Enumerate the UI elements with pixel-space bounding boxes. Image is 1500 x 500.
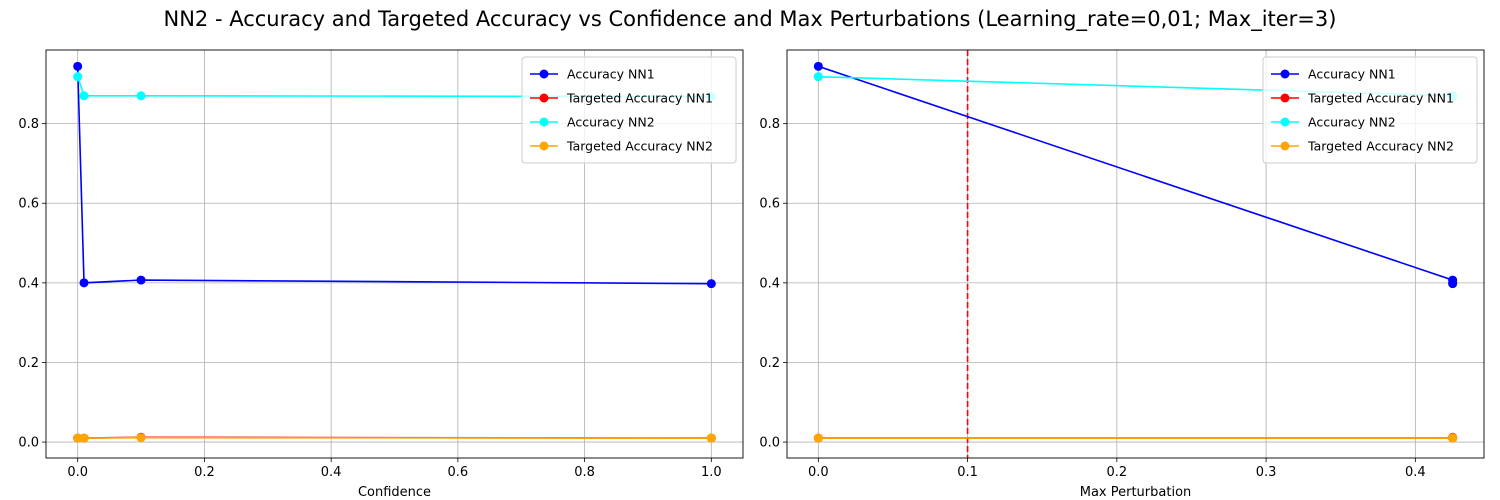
data-point [136, 91, 146, 101]
legend-label: Targeted Accuracy NN1 [1307, 91, 1454, 106]
legend: Accuracy NN1 Targeted Accuracy NN1 Accurac… [521, 56, 737, 164]
series-line-3 [76, 76, 712, 98]
x-axis-label: Max Perturbation [1080, 485, 1192, 500]
legend: Accuracy NN1 Targeted Accuracy NN1 Accurac… [1262, 56, 1478, 164]
data-point [79, 91, 89, 101]
x-tick-label: 0.6 [448, 465, 469, 480]
y-tick-label: 0.0 [759, 436, 780, 451]
x-axis-label: Confidence [358, 485, 431, 500]
subplot-2: 0.0 0.1 0.2 0.3 0.4 0.0 0.2 0.4 0.6 0.8 Max Pertur… [759, 49, 1485, 500]
data-point [706, 279, 716, 289]
y-tick-label: 0.6 [18, 197, 39, 212]
data-point [813, 72, 823, 82]
y-tick-label: 0.2 [18, 356, 39, 371]
data-point [79, 433, 89, 443]
legend-box [1262, 56, 1478, 164]
subplot-1: 0.0 0.2 0.4 0.6 0.8 1.0 0.0 0.2 0.4 0.6 0.8 Confide… [18, 49, 744, 500]
legend-label: Accuracy NN2 [1308, 115, 1396, 130]
x-tick-label: 1.0 [701, 465, 722, 480]
figure-title: NN2 - Accuracy and Targeted Accuracy vs … [164, 7, 1337, 32]
y-tick-label: 0.8 [18, 117, 39, 132]
legend-marker [1280, 141, 1290, 151]
data-point [73, 61, 83, 71]
legend-marker [1280, 69, 1290, 79]
x-tick-label: 0.0 [808, 465, 829, 480]
legend-marker [539, 93, 549, 103]
legend-label: Targeted Accuracy NN1 [566, 91, 713, 106]
data-point [1448, 279, 1458, 289]
legend-box [521, 56, 737, 164]
y-tick-label: 0.0 [18, 436, 39, 451]
legend-marker [1280, 93, 1290, 103]
legend-marker [539, 141, 549, 151]
legend-marker [539, 117, 549, 127]
y-tick-label: 0.2 [759, 356, 780, 371]
legend-label: Targeted Accuracy NN2 [1307, 139, 1454, 154]
data-point [1448, 433, 1458, 443]
data-point [73, 72, 83, 82]
data-point [136, 275, 146, 285]
legend-marker [539, 69, 549, 79]
x-tick-label: 0.8 [574, 465, 595, 480]
plots-container: 0.0 0.2 0.4 0.6 0.8 1.0 0.0 0.2 0.4 0.6 0.8 Confide… [18, 49, 1485, 500]
x-tick-label: 0.4 [1405, 465, 1426, 480]
data-point [706, 433, 716, 443]
series-line-1 [76, 66, 712, 285]
axes-frame [45, 49, 744, 459]
y-tick-label: 0.6 [759, 197, 780, 212]
legend-label: Targeted Accuracy NN2 [566, 139, 713, 154]
x-tick-label: 0.3 [1256, 465, 1277, 480]
y-tick-label: 0.4 [759, 276, 780, 291]
data-point [73, 433, 83, 443]
y-tick-label: 0.4 [18, 276, 39, 291]
data-point [79, 278, 89, 288]
y-tick-label: 0.8 [759, 117, 780, 132]
x-tick-label: 0.4 [321, 465, 342, 480]
x-tick-label: 0.2 [194, 465, 215, 480]
legend-label: Accuracy NN1 [1308, 67, 1396, 82]
data-point [136, 433, 146, 443]
data-point [813, 433, 823, 443]
x-tick-label: 0.0 [67, 465, 88, 480]
x-tick-label: 0.1 [957, 465, 978, 480]
legend-marker [1280, 117, 1290, 127]
data-point [813, 61, 823, 71]
legend-label: Accuracy NN1 [567, 67, 655, 82]
legend-label: Accuracy NN2 [567, 115, 655, 130]
axes-frame [786, 49, 1485, 459]
x-tick-label: 0.2 [1106, 465, 1127, 480]
